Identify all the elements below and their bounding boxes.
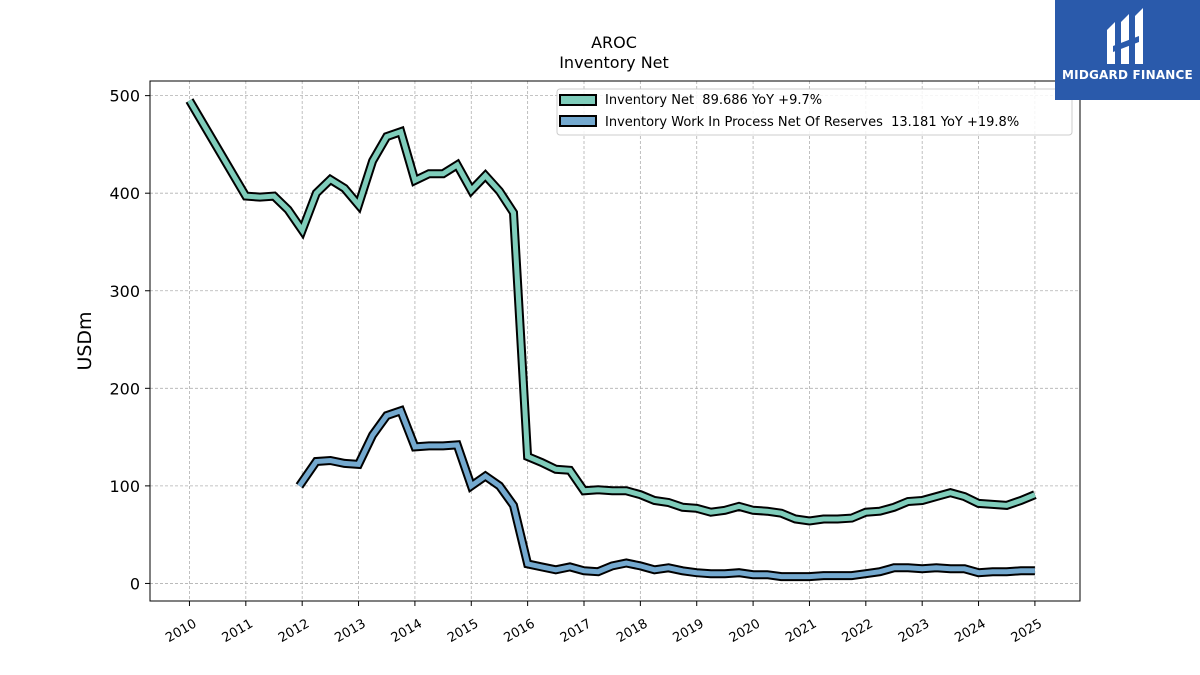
- x-tick-label: 2017: [558, 616, 594, 646]
- series-line-1: [297, 407, 1035, 580]
- chart-subtitle: Inventory Net: [559, 53, 669, 72]
- x-axis: 2010 2011 2012 2013 2014 2015 2016 2017 2018 2019…: [163, 601, 1045, 646]
- x-tick-label: 2012: [276, 616, 312, 646]
- x-tick-label: 2019: [671, 616, 707, 646]
- y-tick-label: 0: [130, 574, 140, 593]
- legend-label-inventory-net: Inventory Net 89.686 YoY +9.7%: [605, 93, 822, 108]
- x-tick-label: 2018: [614, 616, 650, 646]
- y-axis: 0 100 200 300 400 500: [109, 87, 150, 593]
- x-tick-label: 2023: [896, 616, 932, 646]
- y-tick-label: 500: [109, 87, 140, 106]
- x-tick-label: 2021: [783, 616, 819, 646]
- x-tick-label: 2024: [952, 616, 988, 646]
- chart-title: AROC: [591, 33, 637, 52]
- x-tick-label: 2010: [163, 616, 199, 646]
- x-tick-label: 2022: [840, 616, 876, 646]
- x-tick-label: 2020: [727, 616, 763, 646]
- plot-frame: [149, 80, 1081, 602]
- legend-label-wip: Inventory Work In Process Net Of Reserve…: [605, 115, 1019, 130]
- legend-box: [556, 88, 1073, 136]
- y-tick-label: 400: [109, 184, 140, 203]
- series-line-0: [187, 99, 1036, 524]
- series-lines: [185, 98, 1037, 582]
- plot-area-background: [150, 81, 1080, 601]
- y-axis-label: USDm: [74, 311, 96, 370]
- x-tick-label: 2025: [1009, 616, 1045, 646]
- legend-swatch-wip: [559, 115, 597, 127]
- legend-swatch-inventory-net: [559, 94, 597, 106]
- x-tick-label: 2013: [332, 616, 368, 646]
- x-tick-label: 2016: [501, 616, 537, 646]
- y-tick-label: 100: [109, 477, 140, 496]
- midgard-logo-icon: [1107, 8, 1143, 64]
- y-tick-label: 300: [109, 282, 140, 301]
- brand-logo: MIDGARD FINANCE: [1055, 0, 1200, 100]
- x-tick-label: 2011: [220, 616, 256, 646]
- x-tick-label: 2015: [445, 616, 481, 646]
- legend: Inventory Net 89.686 YoY +9.7% Inventory…: [556, 88, 1073, 136]
- x-tick-label: 2014: [389, 616, 425, 646]
- brand-name: MIDGARD FINANCE: [1062, 68, 1193, 82]
- y-tick-label: 200: [109, 379, 140, 398]
